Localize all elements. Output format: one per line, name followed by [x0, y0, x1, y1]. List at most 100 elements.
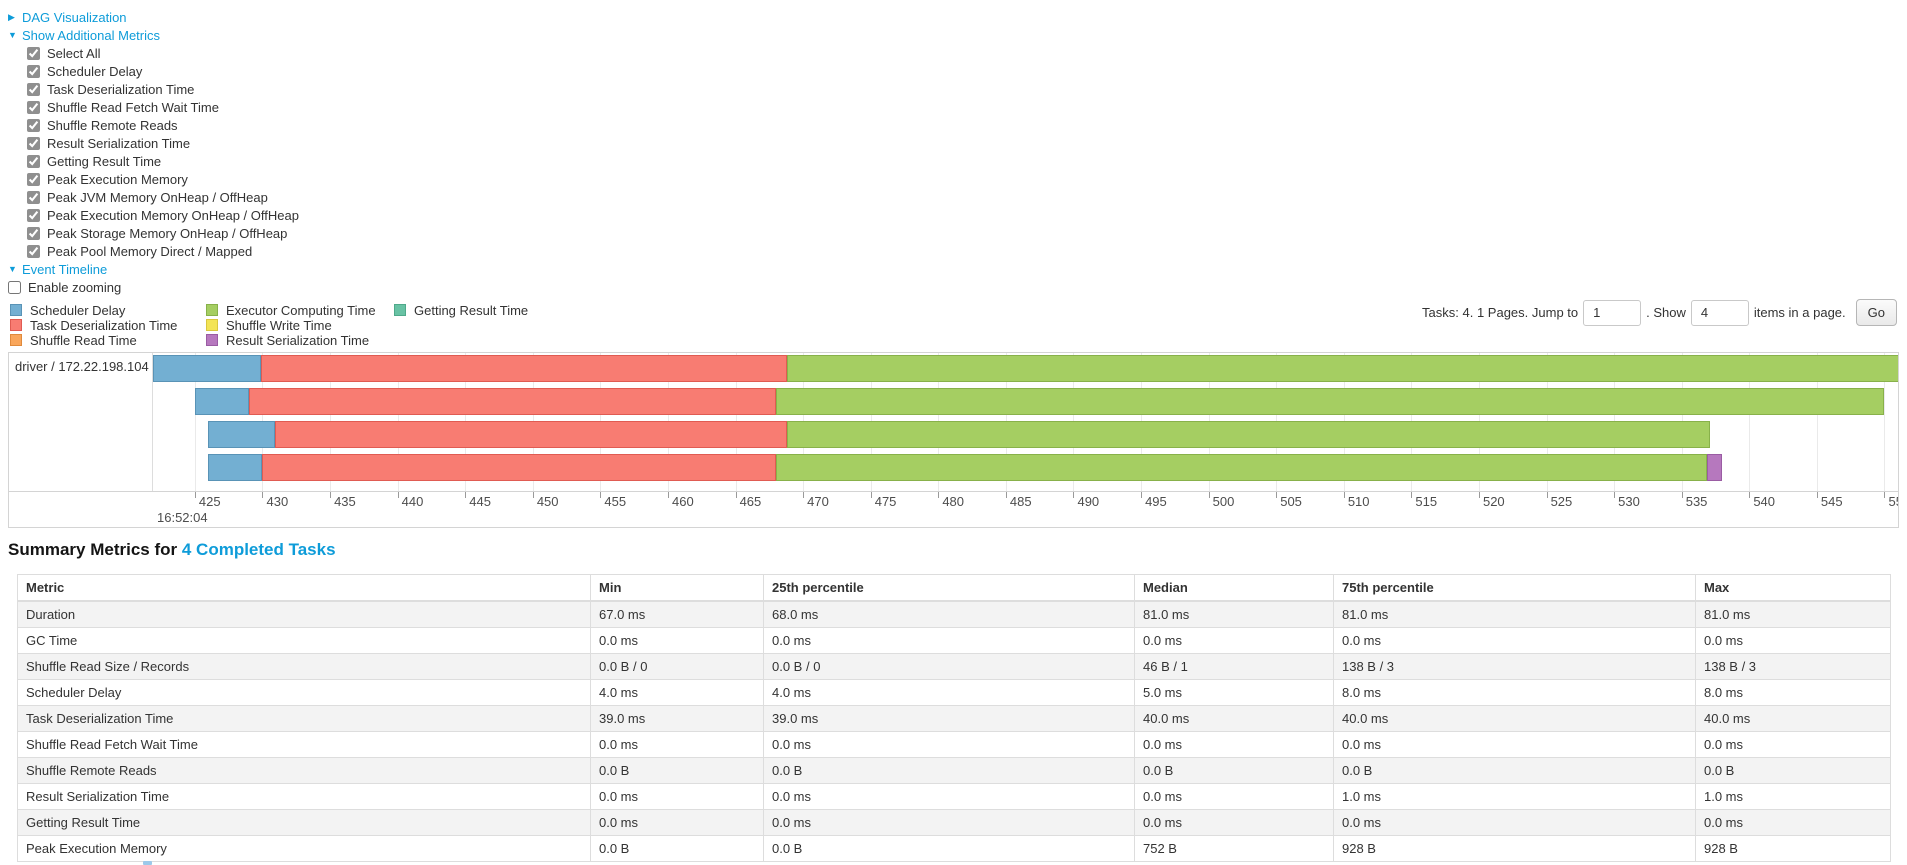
task-2-segment-scheduler-delay[interactable]	[208, 421, 275, 448]
metric-option-peak-pool-memory-direct-mapped: Peak Pool Memory Direct / Mapped	[8, 242, 299, 260]
legend-entry-result_serialization: Result Serialization Time	[206, 333, 394, 348]
tick-mark	[1141, 492, 1143, 498]
value-cell: 40.0 ms	[1695, 705, 1891, 732]
legend-entry-executor_computing: Executor Computing Time	[206, 303, 394, 318]
task-2-segment-executor-computing[interactable]	[786, 421, 1711, 448]
metric-option-result-serialization-time: Result Serialization Time	[8, 134, 299, 152]
checkbox-scheduler-delay[interactable]	[27, 64, 40, 78]
tick-mark	[1478, 492, 1480, 498]
value-cell: 0.0 B	[590, 835, 764, 862]
tick-label: 515	[1415, 494, 1438, 509]
task-3-segment-task-deserialization[interactable]	[262, 454, 777, 481]
checkbox-peak-execution-memory[interactable]	[27, 172, 40, 186]
go-button[interactable]: Go	[1855, 299, 1897, 326]
checkbox-label: Scheduler Delay	[47, 63, 143, 79]
task-1-segment-task-deserialization[interactable]	[248, 388, 777, 415]
event-timeline-chart: driver / 172.22.198.104 425 430 435 440 445 4…	[8, 352, 1899, 528]
value-cell: 8.0 ms	[1333, 679, 1696, 706]
task-0-segment-task-deserialization[interactable]	[261, 355, 787, 382]
enable-zooming-checkbox[interactable]	[8, 280, 21, 294]
tick-label: 510	[1347, 494, 1370, 509]
checkbox-shuffle-read-fetch-wait-time[interactable]	[27, 100, 40, 114]
checkbox-label: Peak Storage Memory OnHeap / OffHeap	[47, 225, 288, 241]
tick-mark	[1005, 492, 1007, 498]
items-per-page-input[interactable]	[1690, 299, 1749, 326]
tick-label: 430	[266, 494, 289, 509]
value-cell: 0.0 B	[1333, 757, 1696, 784]
value-cell: 752 B	[1134, 835, 1334, 862]
value-cell: 928 B	[1333, 835, 1696, 862]
tick-label: 445	[469, 494, 491, 509]
tick-label: 535	[1685, 494, 1708, 509]
value-cell: 67.0 ms	[590, 600, 764, 628]
checkbox-peak-pool-memory-direct-mapped[interactable]	[27, 244, 40, 258]
gridline	[1884, 353, 1886, 491]
tick-mark	[1614, 492, 1616, 498]
value-cell: 81.0 ms	[1333, 600, 1696, 628]
column-header-75th-percentile: 75th percentile	[1333, 574, 1696, 602]
task-3-segment-scheduler-delay[interactable]	[208, 454, 263, 481]
column-header-max: Max	[1695, 574, 1891, 602]
checkbox-peak-jvm-memory-onheap-offheap[interactable]	[27, 190, 40, 204]
table-row: Scheduler Delay 4.0 ms 4.0 ms 5.0 ms 8.0 ms 8…	[17, 679, 1891, 706]
value-cell: 0.0 ms	[1134, 809, 1334, 836]
metric-option-scheduler-delay: Scheduler Delay	[8, 62, 299, 80]
tick-mark	[1276, 492, 1278, 498]
table-row: Duration 67.0 ms 68.0 ms 81.0 ms 81.0 ms 81.0…	[17, 600, 1891, 628]
tick-mark	[1208, 492, 1210, 498]
value-cell: 0.0 B	[763, 757, 1135, 784]
task-1-segment-scheduler-delay[interactable]	[194, 388, 249, 415]
task-1-segment-executor-computing[interactable]	[776, 388, 1885, 415]
task-2-segment-task-deserialization[interactable]	[274, 421, 787, 448]
timeline-group-column: driver / 172.22.198.104	[9, 353, 153, 491]
value-cell: 138 B / 3	[1695, 653, 1891, 680]
value-cell: 0.0 B	[1695, 757, 1891, 784]
timeline-axis-line	[9, 491, 1898, 492]
shuffle-read-swatch-icon	[10, 334, 22, 346]
checkbox-task-deserialization-time[interactable]	[27, 82, 40, 96]
legend-entry-scheduler_delay: Scheduler Delay	[10, 303, 206, 318]
tick-mark	[194, 492, 196, 498]
tick-mark	[330, 492, 332, 498]
legend-entry-getting_result: Getting Result Time	[394, 303, 528, 318]
executor-group-label: driver / 172.22.198.104	[15, 359, 149, 374]
value-cell: 138 B / 3	[1333, 653, 1696, 680]
checkbox-label: Shuffle Remote Reads	[47, 117, 178, 133]
event-timeline-toggle[interactable]: ▼ Event Timeline	[8, 260, 299, 278]
task-3-segment-executor-computing[interactable]	[776, 454, 1708, 481]
task-0-segment-executor-computing[interactable]	[786, 355, 1898, 382]
task-0-segment-scheduler-delay[interactable]	[153, 355, 262, 382]
tick-mark	[870, 492, 872, 498]
show-additional-metrics-toggle[interactable]: ▼ Show Additional Metrics	[8, 26, 299, 44]
checkbox-getting-result-time[interactable]	[27, 154, 40, 168]
checkbox-peak-execution-memory-onheap-offheap[interactable]	[27, 208, 40, 222]
checkbox-select-all[interactable]	[27, 46, 40, 60]
tick-mark	[532, 492, 534, 498]
metric-option-peak-execution-memory-onheap-offheap: Peak Execution Memory OnHeap / OffHeap	[8, 206, 299, 224]
task-3-segment-result-serialization[interactable]	[1707, 454, 1723, 481]
tick-mark	[1884, 492, 1886, 498]
show-additional-metrics-label: Show Additional Metrics	[22, 27, 161, 43]
metric-cell: Scheduler Delay	[17, 679, 591, 706]
tick-mark	[262, 492, 264, 498]
value-cell: 39.0 ms	[763, 705, 1135, 732]
value-cell: 0.0 ms	[763, 627, 1135, 654]
metric-cell: Shuffle Read Fetch Wait Time	[17, 731, 591, 758]
metric-option-select-all: Select All	[8, 44, 299, 62]
metric-option-task-deserialization-time: Task Deserialization Time	[8, 80, 299, 98]
triangle-down-icon: ▼	[8, 263, 17, 274]
legend-entry-task_deserialization: Task Deserialization Time	[10, 318, 206, 333]
checkbox-shuffle-remote-reads[interactable]	[27, 118, 40, 132]
value-cell: 0.0 ms	[1134, 627, 1334, 654]
dag-visualization-toggle[interactable]: ▶ DAG Visualization	[8, 8, 299, 26]
tick-label: 455	[604, 494, 627, 509]
checkbox-peak-storage-memory-onheap-offheap[interactable]	[27, 226, 40, 240]
checkbox-result-serialization-time[interactable]	[27, 136, 40, 150]
value-cell: 0.0 ms	[1695, 627, 1891, 654]
legend-entry-shuffle_write: Shuffle Write Time	[206, 318, 394, 333]
metric-option-shuffle-remote-reads: Shuffle Remote Reads	[8, 116, 299, 134]
tick-label: 475	[874, 494, 897, 509]
value-cell: 5.0 ms	[1134, 679, 1334, 706]
metric-cell: Result Serialization Time	[17, 783, 591, 810]
jump-to-page-input[interactable]	[1583, 299, 1642, 326]
